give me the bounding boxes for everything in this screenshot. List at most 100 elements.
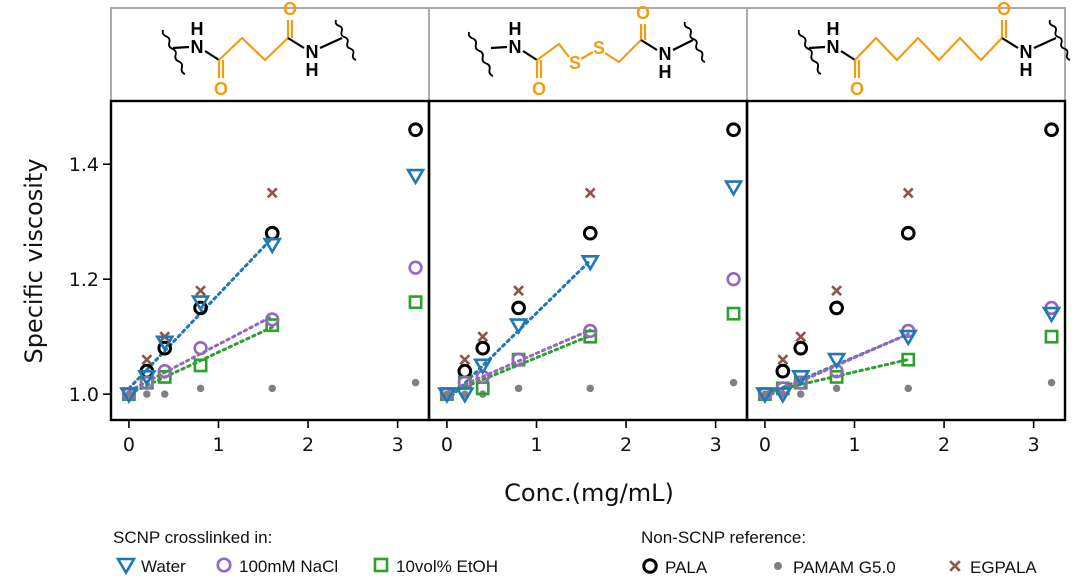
atom-s-1: S: [569, 53, 581, 73]
legend-title-scnp: SCNP crosslinked in:: [113, 528, 272, 547]
atom-o-left: O: [850, 79, 864, 99]
marker-water: [898, 329, 919, 347]
atom-h-right: H: [659, 62, 672, 82]
marker-pamam: [1047, 378, 1056, 387]
atom-h-right: H: [1020, 60, 1033, 80]
bond-n-c: [204, 50, 220, 61]
marker-egpala: [195, 285, 206, 297]
marker-nacl: [583, 323, 598, 339]
legend-title-reference: Non-SCNP reference:: [641, 528, 806, 547]
x-axis-label: Conc.(mg/mL): [504, 479, 674, 507]
marker-etoh: [157, 369, 172, 384]
marker-pamam: [796, 390, 805, 398]
x-tick-label: 0: [441, 434, 453, 456]
x-tick-label: 1: [530, 434, 542, 456]
atom-h-left: H: [191, 19, 204, 39]
marker-pala: [511, 300, 526, 316]
atom-o-left: O: [532, 79, 546, 99]
marker-water: [262, 237, 283, 255]
marker-egpala: [777, 354, 789, 366]
attachment-bond: [467, 31, 494, 77]
legend-item-water: Water: [115, 557, 186, 576]
x-tick-label: 2: [620, 434, 632, 456]
legend-label-pamam: PAMAM G5.0: [793, 558, 896, 577]
marker-pala: [642, 558, 658, 574]
marker-nacl: [216, 557, 232, 573]
x-tick-label: 2: [938, 434, 950, 456]
bond-n-c: [840, 50, 856, 61]
marker-pala: [775, 363, 791, 379]
bond-c-n: [1001, 37, 1019, 49]
series-egpala: [777, 187, 914, 366]
marker-egpala: [266, 187, 278, 199]
bond-left: [490, 45, 508, 50]
marker-pala: [408, 122, 423, 138]
legend-item-pala: PALA: [642, 558, 708, 577]
marker-nacl: [511, 352, 526, 367]
bond-c-n: [640, 39, 658, 51]
marker-egpala: [795, 331, 807, 343]
marker-water: [1041, 306, 1062, 324]
marker-etoh: [408, 295, 423, 310]
legend-item-pamam: PAMAM G5.0: [774, 558, 896, 577]
marker-pamam: [729, 378, 738, 387]
marker-egpala: [477, 331, 489, 343]
marker-water: [723, 180, 744, 197]
marker-etoh: [265, 318, 280, 333]
marker-etoh: [726, 306, 741, 321]
marker-water: [826, 352, 847, 370]
series-pala: [775, 122, 1059, 379]
atom-n-left: N: [509, 37, 522, 57]
legend-label-egpala: EGPALA: [970, 558, 1037, 577]
atom-o-right: O: [283, 0, 297, 19]
marker-etoh: [829, 369, 844, 384]
marker-pamam: [514, 384, 523, 393]
atom-h-right: H: [306, 60, 319, 80]
marker-pala: [457, 363, 473, 379]
header-box: [746, 7, 1066, 102]
marker-pamam: [143, 390, 151, 398]
axis-labels: Conc.(mg/mL) Specific viscosity: [20, 158, 674, 507]
panel-disulfide: 0 1 2 3: [427, 99, 749, 456]
marker-egpala: [831, 285, 842, 297]
series-water: [119, 168, 426, 404]
marker-water: [154, 335, 175, 353]
marker-pamam: [832, 384, 841, 393]
bond-right: [672, 39, 694, 51]
marker-egpala: [459, 354, 471, 366]
marker-egpala: [141, 354, 153, 366]
marker-egpala: [949, 560, 961, 572]
marker-pala: [157, 340, 173, 356]
marker-water: [137, 369, 157, 387]
marker-water: [790, 369, 811, 387]
attachment-bond: [797, 29, 822, 75]
attachment-bond: [1048, 19, 1071, 61]
marker-pala: [900, 225, 916, 241]
panel-suberoyl: 0 1 2 3: [745, 99, 1067, 456]
series-nacl: [439, 272, 741, 402]
bond-c-n: [287, 37, 305, 49]
atom-n-left: N: [191, 37, 204, 57]
x-tick-label: 0: [759, 434, 771, 456]
marker-egpala: [513, 285, 524, 297]
marker-pala: [264, 225, 280, 241]
marker-pala: [1044, 122, 1059, 138]
plot-panels: 0 1 2 3 1.0 1.2 1.4 0 1 2 3 0 1 2 3: [69, 99, 1067, 456]
atom-n-right: N: [306, 42, 319, 62]
marker-water: [455, 387, 475, 404]
marker-nacl: [193, 341, 208, 356]
series-water: [437, 180, 744, 404]
marker-etoh: [901, 352, 916, 367]
marker-pala: [193, 300, 208, 316]
fit-line-nacl: [445, 328, 592, 394]
marker-water: [773, 387, 793, 404]
linker-chain-right: [604, 39, 642, 64]
marker-nacl: [726, 272, 741, 287]
marker-water: [115, 557, 137, 576]
marker-water: [190, 295, 211, 312]
legend-item-nacl: 100mM NaCl: [216, 557, 338, 576]
marker-water: [755, 387, 775, 404]
